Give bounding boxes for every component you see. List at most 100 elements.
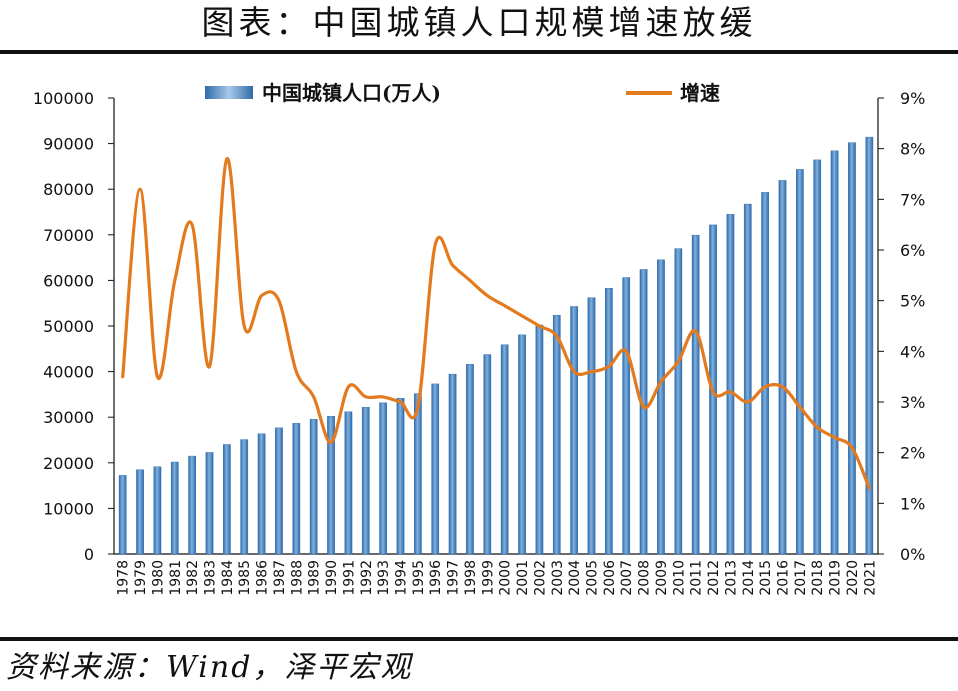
x-tick-label: 1993	[376, 560, 392, 596]
bottom-rule	[0, 637, 958, 641]
x-tick-label: 1990	[324, 560, 340, 596]
x-tick-label: 2017	[793, 560, 809, 596]
bar-1997	[448, 373, 457, 555]
bar-2014	[743, 203, 752, 555]
right-tick-label: 0%	[900, 545, 925, 564]
x-tick-label: 1991	[341, 560, 357, 596]
x-tick-label: 2009	[654, 560, 670, 596]
x-tick-label: 1980	[150, 560, 166, 596]
bar-1992	[361, 407, 370, 555]
tick-labels: 0 10000 20000 30000 40000 50000 60000 70000 8000…	[33, 89, 925, 596]
bar-2018	[813, 159, 822, 555]
x-tick-label: 2021	[862, 560, 878, 596]
right-tick-label: 8%	[900, 140, 925, 159]
x-tick-label: 2005	[585, 560, 601, 596]
source-note: 资料来源：Wind，泽平宏观	[6, 650, 413, 685]
x-tick-label: 2002	[532, 560, 548, 596]
right-tick-label: 1%	[900, 494, 925, 513]
right-tick-label: 7%	[900, 190, 925, 209]
x-tick-label: 2015	[758, 560, 774, 596]
x-tick-label: 1987	[272, 560, 288, 596]
left-tick-label: 10000	[43, 499, 94, 518]
right-tick-label: 6%	[900, 241, 925, 260]
left-tick-label: 60000	[43, 271, 94, 290]
x-tick-label: 1982	[185, 560, 201, 596]
x-tick-label: 2020	[845, 560, 861, 596]
bar-2017	[796, 169, 804, 555]
bar-2008	[639, 269, 648, 555]
x-tick-label: 1986	[255, 560, 271, 596]
bar-1996	[431, 383, 440, 555]
x-tick-label: 2012	[706, 560, 722, 596]
bar-2004	[570, 306, 578, 555]
bar-1986	[257, 433, 266, 555]
x-tick-label: 1981	[168, 560, 184, 596]
x-tick-label: 1983	[203, 560, 219, 596]
bar-1981	[170, 461, 179, 555]
top-rule	[0, 50, 958, 54]
x-tick-label: 1999	[480, 560, 496, 596]
x-tick-label: 2011	[689, 560, 705, 596]
legend-line-label: 增速	[680, 81, 720, 105]
x-tick-label: 1995	[411, 560, 427, 596]
growth-line-series	[121, 157, 871, 490]
bar-2021	[865, 136, 874, 555]
bar-1985	[240, 439, 249, 555]
bar-1980	[153, 466, 162, 555]
bars-series	[118, 136, 874, 555]
bar-1998	[466, 364, 474, 555]
bar-1978	[118, 475, 127, 555]
bar-2013	[726, 214, 735, 555]
bar-1995	[414, 393, 422, 555]
x-tick-label: 1992	[359, 560, 375, 596]
bar-2016	[778, 180, 787, 555]
bar-1979	[136, 469, 144, 555]
bar-1984	[223, 444, 231, 555]
x-tick-label: 2000	[498, 560, 514, 596]
bar-1988	[292, 423, 301, 555]
bar-1994	[396, 397, 405, 555]
left-tick-label: 20000	[43, 454, 94, 473]
x-tick-label: 2004	[567, 560, 583, 596]
x-tick-label: 2014	[741, 560, 757, 596]
x-tick-label: 2010	[671, 560, 687, 596]
x-tick-label: 2006	[602, 560, 618, 596]
bar-2011	[691, 234, 700, 555]
left-tick-label: 100000	[33, 89, 94, 108]
bar-2015	[761, 192, 769, 555]
x-tick-label: 2018	[810, 560, 826, 596]
x-tick-label: 1989	[307, 560, 323, 596]
x-tick-label: 1979	[133, 560, 149, 596]
x-tick-label: 2013	[723, 560, 739, 596]
right-tick-label: 3%	[900, 393, 925, 412]
bar-2020	[848, 142, 856, 555]
bar-1989	[309, 419, 318, 555]
right-tick-label: 5%	[900, 292, 925, 311]
bar-2006	[605, 288, 613, 555]
legend-bar-swatch	[205, 86, 253, 99]
left-tick-label: 80000	[43, 180, 94, 199]
bar-2010	[674, 248, 683, 555]
left-tick-label: 30000	[43, 408, 94, 427]
left-tick-label: 90000	[43, 135, 94, 154]
bar-1993	[379, 402, 387, 555]
x-tick-label: 1998	[463, 560, 479, 596]
bar-2001	[518, 334, 526, 555]
legend: 中国城镇人口(万人) 增速	[205, 81, 720, 105]
bar-1999	[483, 354, 492, 555]
bar-1982	[188, 455, 196, 555]
x-tick-label: 1996	[428, 560, 444, 596]
chart-title: 图表：中国城镇人口规模增速放缓	[201, 3, 757, 42]
x-tick-label: 1984	[220, 560, 236, 596]
left-tick-label: 0	[84, 545, 94, 564]
legend-bar-label: 中国城镇人口(万人)	[262, 81, 441, 105]
x-tick-label: 2016	[776, 560, 792, 596]
left-tick-label: 40000	[43, 363, 94, 382]
x-tick-label: 2003	[550, 560, 566, 596]
x-tick-label: 2008	[637, 560, 653, 596]
x-tick-label: 1985	[237, 560, 253, 596]
x-tick-label: 1997	[446, 560, 462, 596]
growth-line	[121, 157, 871, 490]
chart-svg: 0 10000 20000 30000 40000 50000 60000 70000 8000…	[33, 81, 925, 596]
x-tick-label: 2001	[515, 560, 531, 596]
